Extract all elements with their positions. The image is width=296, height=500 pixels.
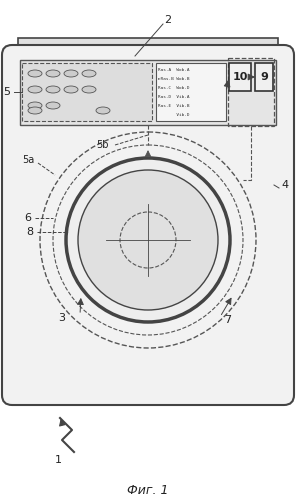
Text: 3: 3: [59, 313, 65, 323]
Text: Ras.E  Vib.B: Ras.E Vib.B: [158, 104, 189, 108]
Circle shape: [66, 158, 230, 322]
Text: 10: 10: [232, 72, 248, 82]
Ellipse shape: [82, 70, 96, 77]
Text: 5b: 5b: [96, 140, 108, 150]
Text: 5: 5: [4, 87, 10, 97]
Ellipse shape: [96, 107, 110, 114]
Bar: [255, 63, 273, 91]
Bar: [20, 60, 276, 125]
Bar: [228, 58, 274, 126]
Text: Ras.D  Vib.A: Ras.D Vib.A: [158, 95, 189, 99]
Text: 2: 2: [165, 15, 172, 25]
Ellipse shape: [28, 70, 42, 77]
Ellipse shape: [46, 86, 60, 93]
Text: Vib.D: Vib.D: [158, 113, 189, 117]
Text: 7: 7: [224, 315, 231, 325]
Bar: [229, 63, 251, 91]
Text: 8: 8: [26, 227, 33, 237]
Bar: [156, 63, 226, 121]
Ellipse shape: [64, 70, 78, 77]
Circle shape: [78, 170, 218, 310]
Text: 9: 9: [260, 72, 268, 82]
Text: ►Ras.B Wob.B: ►Ras.B Wob.B: [158, 77, 189, 81]
Text: 6: 6: [25, 213, 31, 223]
Ellipse shape: [46, 70, 60, 77]
Ellipse shape: [28, 102, 42, 109]
Ellipse shape: [82, 86, 96, 93]
Ellipse shape: [46, 102, 60, 109]
Bar: [18, 38, 278, 56]
Bar: [22, 63, 152, 121]
Text: 4: 4: [281, 180, 289, 190]
Text: 1: 1: [54, 455, 62, 465]
Text: Фиг. 1: Фиг. 1: [127, 484, 169, 496]
Text: Ras.C  Wob.D: Ras.C Wob.D: [158, 86, 189, 90]
Ellipse shape: [64, 86, 78, 93]
FancyBboxPatch shape: [2, 45, 294, 405]
Ellipse shape: [28, 107, 42, 114]
Ellipse shape: [28, 86, 42, 93]
Text: Ras.A  Wob.A: Ras.A Wob.A: [158, 68, 189, 72]
Text: 5a: 5a: [22, 155, 34, 165]
